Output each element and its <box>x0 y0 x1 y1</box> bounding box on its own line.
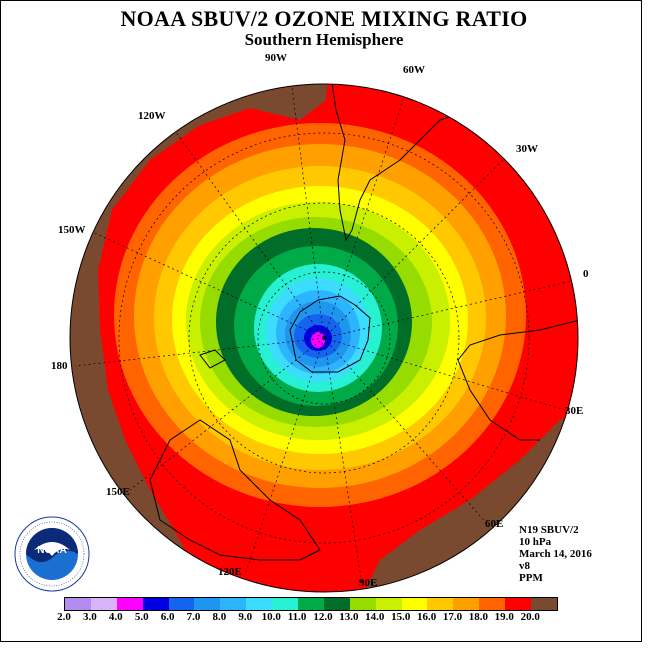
coastline-australia <box>149 419 321 561</box>
colorbar-tick-label: 2.0 <box>57 611 71 623</box>
noaa-logo-text: NOAA <box>37 545 66 556</box>
colorbar-cell <box>246 598 273 610</box>
lon-label-0: 0 <box>583 268 589 280</box>
colorbar-tick-label: 20.0 <box>520 611 540 623</box>
colorbar-tick-label: 15.0 <box>391 611 411 623</box>
colorbar-tick-label: 13.0 <box>339 611 359 623</box>
lon-label-30e: 30E <box>565 405 584 417</box>
lon-label-90w: 90W <box>265 52 287 64</box>
colorbar-tick-label: 10.0 <box>261 611 281 623</box>
band-4 <box>311 332 325 348</box>
colorbar-cell <box>427 598 454 610</box>
colorbar-tick-label: 19.0 <box>494 611 514 623</box>
colorbar-cell <box>479 598 506 610</box>
lon-label-120w: 120W <box>138 110 166 122</box>
colorbar-tick-label: 8.0 <box>212 611 227 623</box>
colorbar <box>64 597 558 611</box>
colorbar-cell <box>531 598 557 610</box>
colorbar-tick-label: 17.0 <box>442 611 463 623</box>
lon-label-150w: 150W <box>58 224 86 236</box>
contour-field <box>70 84 578 592</box>
info-version: v8 <box>519 560 530 572</box>
coastline-antarctica <box>289 295 371 373</box>
colorbar-cell <box>375 598 402 610</box>
lon-label-150e: 150E <box>106 486 130 498</box>
coastline-africa <box>457 319 578 441</box>
lon-label-60w: 60W <box>403 64 425 76</box>
colorbar-tick-label: 18.0 <box>468 611 489 623</box>
colorbar-tick-label: 4.0 <box>108 611 123 623</box>
colorbar-tick-label: 14.0 <box>365 611 385 623</box>
colorbar-cell <box>220 598 247 610</box>
colorbar-cell <box>194 598 221 610</box>
colorbar-tick-label: 6.0 <box>160 611 175 623</box>
info-units: PPM <box>519 572 543 584</box>
colorbar-cell <box>505 598 532 610</box>
colorbar-cell <box>65 598 91 610</box>
colorbar-tick-label: 16.0 <box>416 611 437 623</box>
map-boundary <box>69 83 579 593</box>
info-date: March 14, 2016 <box>519 548 592 560</box>
band-20-west <box>70 84 330 592</box>
coastline-new-zealand <box>199 349 226 369</box>
map-title: NOAA SBUV/2 OZONE MIXING RATIO <box>120 6 528 31</box>
colorbar-tick-label: 12.0 <box>313 611 333 623</box>
colorbar-cell <box>298 598 324 610</box>
info-level: 10 hPa <box>519 536 552 548</box>
colorbar-cell <box>272 598 299 610</box>
lon-label-60e: 60E <box>485 518 504 530</box>
colorbar-tick-label: 9.0 <box>238 611 253 623</box>
colorbar-ticks: 2.0 3.0 4.0 5.0 6.0 7.0 8.0 9.0 10.0 11.0 12.0 13.0… <box>50 611 610 625</box>
colorbar-tick-label: 3.0 <box>83 611 97 623</box>
lon-label-30w: 30W <box>516 143 538 155</box>
info-satellite: N19 SBUV/2 <box>519 524 579 536</box>
colorbar-tick-label: 7.0 <box>186 611 201 623</box>
colorbar-cell <box>142 598 169 610</box>
colorbar-tick-label: 5.0 <box>134 611 149 623</box>
colorbar-cell <box>349 598 376 610</box>
colorbar-cell <box>453 598 480 610</box>
info-block: N19 SBUV/2 10 hPa March 14, 2016 v8 PPM <box>519 524 592 584</box>
colorbar-cell <box>90 598 117 610</box>
colorbar-cell <box>116 598 143 610</box>
noaa-logo: NOAA <box>14 516 90 592</box>
colorbar-cell <box>401 598 428 610</box>
lon-label-180: 180 <box>51 360 68 372</box>
map-subtitle: Southern Hemisphere <box>244 30 404 49</box>
lon-label-90e: 90E <box>359 577 378 589</box>
graticule <box>74 84 577 586</box>
colorbar-cell <box>168 598 195 610</box>
colorbar-cell <box>323 598 350 610</box>
lon-label-120e: 120E <box>218 566 242 578</box>
colorbar-tick-label: 11.0 <box>287 611 307 623</box>
